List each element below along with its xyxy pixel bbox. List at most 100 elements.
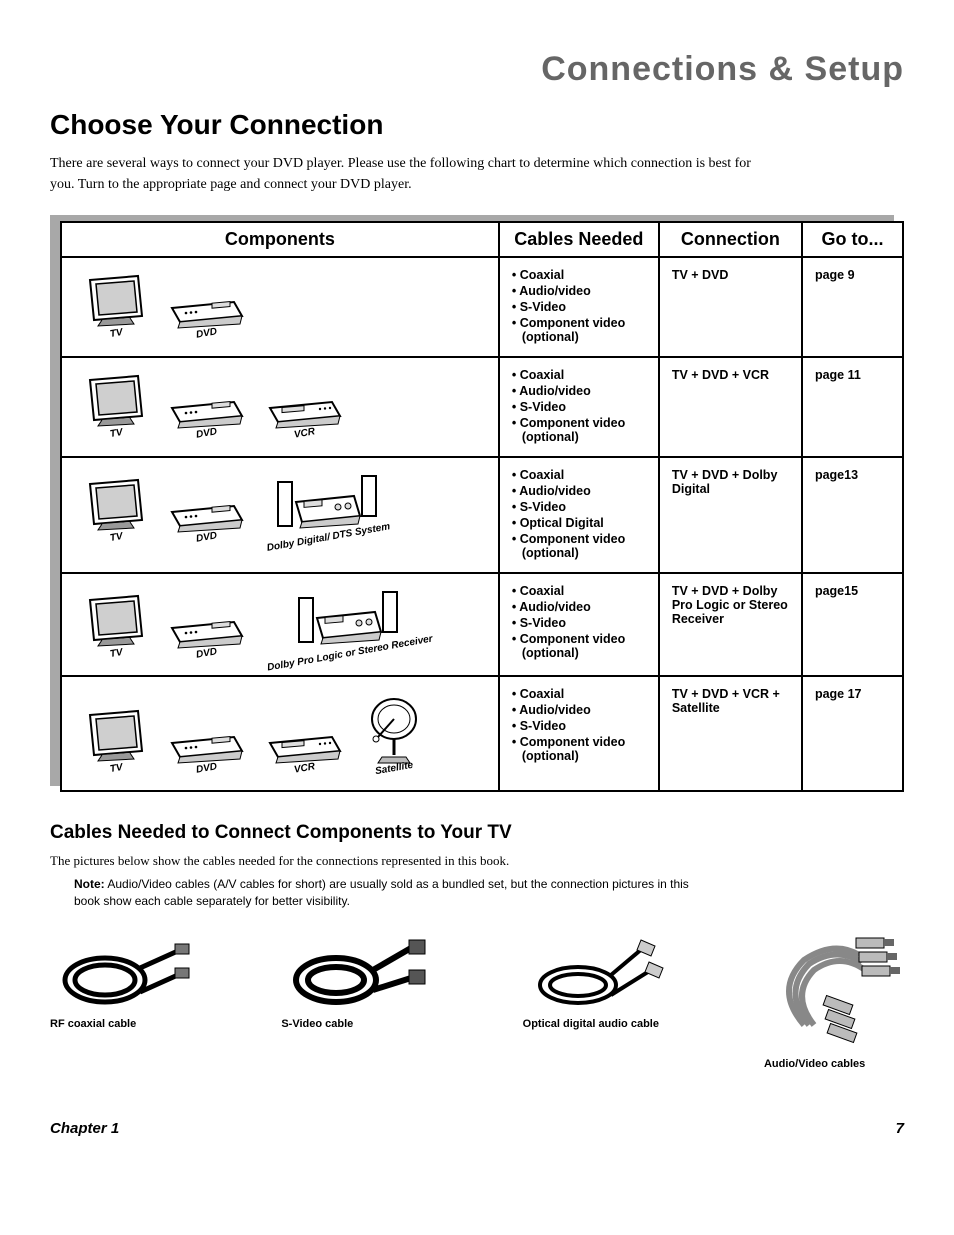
dvd-icon (168, 733, 246, 765)
cable-list-item: Component video(optional) (512, 632, 646, 660)
device-label: TV (109, 327, 123, 340)
cables-subheading: Cables Needed to Connect Components to Y… (50, 822, 904, 844)
device-item: VCR (266, 733, 344, 774)
note-body: Audio/Video cables (A/V cables for short… (74, 877, 689, 908)
cable-list-item: Component video(optional) (512, 316, 646, 344)
dvd-icon (168, 618, 246, 650)
connection-table-wrapper: Components Cables Needed Connection Go t… (50, 215, 904, 792)
device-item: DVD (168, 733, 246, 774)
th-goto: Go to... (802, 222, 903, 257)
device-label: DVD (196, 761, 219, 776)
table-header-row: Components Cables Needed Connection Go t… (61, 222, 903, 257)
svideo-cable-icon (281, 930, 431, 1010)
dvd-icon (168, 398, 246, 430)
goto-cell: page 11 (802, 357, 903, 457)
device-item: TV (84, 374, 148, 439)
components-cell: TV DVD Dolby Digital/ DTS System (61, 457, 499, 573)
device-item: VCR (266, 398, 344, 439)
components-cell: TV DVD Dolby Pro Logic or Stereo Receive… (61, 573, 499, 676)
cable-list-item: Audio/video (512, 600, 646, 614)
goto-cell: page13 (802, 457, 903, 573)
device-item: DVD (168, 502, 246, 543)
cable-list-item: Coaxial (512, 368, 646, 382)
cable-list-item: Optical Digital (512, 516, 646, 530)
table-row: TV DVD VCR SatelliteCoaxialAudio/videoS-… (61, 676, 903, 791)
cable-list-item: S-Video (512, 500, 646, 514)
tv-icon (84, 374, 148, 430)
dvd-icon (168, 502, 246, 534)
cable-list-item: Component video(optional) (512, 416, 646, 444)
table-row: TV DVD Coaxial Audio/video S-Video Component… (61, 257, 903, 357)
cable-list-item: S-Video (512, 300, 646, 314)
cable-item-svideo: S-Video cable (281, 930, 431, 1070)
vcr-icon (266, 398, 344, 430)
cable-list-item: S-Video (512, 400, 646, 414)
cable-caption: Audio/Video cables (764, 1058, 865, 1070)
page-header: Connections & Setup (50, 50, 904, 89)
device-label: TV (109, 647, 123, 660)
device-item: TV (84, 274, 148, 339)
device-label: DVD (196, 646, 219, 661)
cable-list-item: Audio/video (512, 484, 646, 498)
device-item: Dolby Pro Logic or Stereo Receiver (266, 590, 434, 659)
cables-cell: Coaxial Audio/video S-Video Component video… (499, 257, 659, 357)
cable-list-item: Audio/video (512, 703, 646, 717)
goto-cell: page15 (802, 573, 903, 676)
cable-list-item: Coaxial (512, 268, 646, 282)
intro-paragraph: There are several ways to connect your D… (50, 153, 770, 195)
section-title: Choose Your Connection (50, 109, 904, 141)
cables-cell: Coaxial Audio/video S-Video Component video… (499, 573, 659, 676)
dvd-icon (168, 298, 246, 330)
table-row: TV DVD Dolby Pro Logic or Stereo Receive… (61, 573, 903, 676)
page-number: 7 (896, 1120, 904, 1137)
cable-list-item: Component video(optional) (512, 532, 646, 560)
connection-cell: TV + DVD + VCR (659, 357, 802, 457)
cable-list-item: Component video(optional) (512, 735, 646, 763)
connection-cell: TV + DVD + VCR + Satellite (659, 676, 802, 791)
device-item: Satellite (364, 693, 424, 774)
cable-item-optical: Optical digital audio cable (523, 930, 673, 1070)
cables-note: Note: Audio/Video cables (A/V cables for… (50, 876, 690, 910)
device-item: Dolby Digital/ DTS System (266, 474, 391, 543)
th-cables: Cables Needed (499, 222, 659, 257)
device-item: TV (84, 478, 148, 543)
tv-icon (84, 594, 148, 650)
cable-caption: RF coaxial cable (50, 1018, 136, 1030)
cable-caption: Optical digital audio cable (523, 1018, 659, 1030)
cable-list-item: Coaxial (512, 468, 646, 482)
th-connection: Connection (659, 222, 802, 257)
device-label: VCR (294, 761, 317, 776)
cable-caption: S-Video cable (281, 1018, 353, 1030)
device-label: VCR (294, 426, 317, 441)
connection-cell: TV + DVD + Dolby Digital (659, 457, 802, 573)
cables-intro-text: The pictures below show the cables neede… (50, 852, 904, 870)
tv-icon (84, 274, 148, 330)
optical-cable-icon (523, 930, 673, 1010)
satellite-icon (364, 693, 424, 765)
device-item: DVD (168, 298, 246, 339)
connection-cell: TV + DVD + Dolby Pro Logic or Stereo Rec… (659, 573, 802, 676)
chapter-label: Chapter 1 (50, 1120, 119, 1137)
device-label: DVD (196, 530, 219, 545)
cable-item-av: Audio/Video cables (764, 930, 904, 1070)
components-cell: TV DVD VCR (61, 357, 499, 457)
goto-cell: page 9 (802, 257, 903, 357)
cable-grid: RF coaxial cable S-Video cable Optical d… (50, 930, 904, 1070)
av-cables-icon (764, 930, 904, 1050)
cable-list-item: Audio/video (512, 284, 646, 298)
connection-cell: TV + DVD (659, 257, 802, 357)
components-cell: TV DVD VCR Satellite (61, 676, 499, 791)
cable-list-item: S-Video (512, 616, 646, 630)
device-item: DVD (168, 618, 246, 659)
page-footer: Chapter 1 7 (50, 1120, 904, 1137)
cable-list-item: Audio/video (512, 384, 646, 398)
device-item: TV (84, 709, 148, 774)
th-components: Components (61, 222, 499, 257)
cable-list-item: Coaxial (512, 584, 646, 598)
tv-icon (84, 478, 148, 534)
tv-icon (84, 709, 148, 765)
cables-cell: CoaxialAudio/videoS-VideoComponent video… (499, 676, 659, 791)
cables-cell: Coaxial Audio/video S-Video Optical Digital… (499, 457, 659, 573)
coaxial-cable-icon (50, 930, 190, 1010)
cable-list-item: Coaxial (512, 687, 646, 701)
